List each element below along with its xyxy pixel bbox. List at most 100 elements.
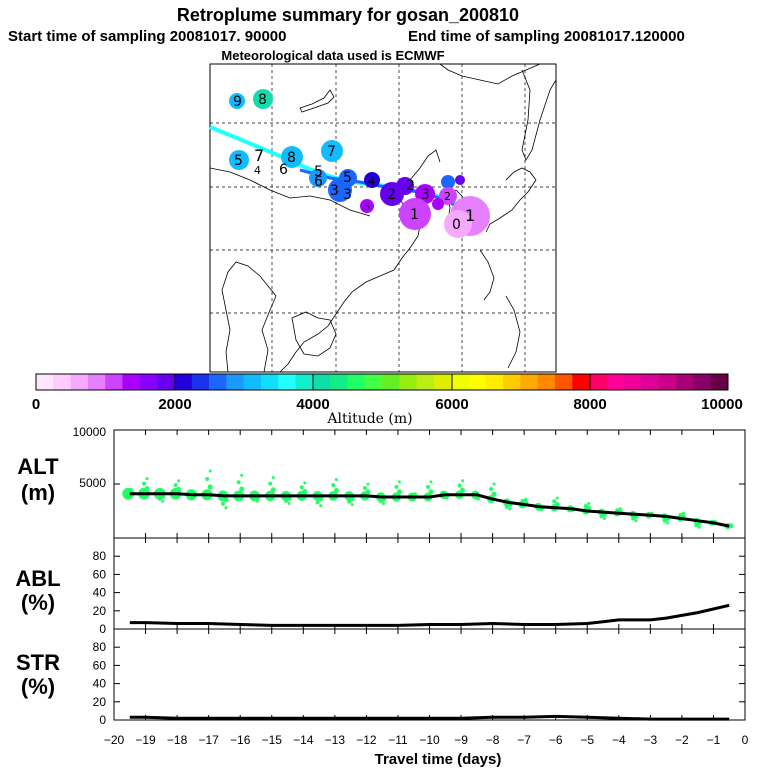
cluster-2c xyxy=(439,187,457,205)
colorbar-swatch xyxy=(468,374,487,390)
x-tick-label: −19 xyxy=(135,733,156,747)
alt-particle-point xyxy=(492,482,496,486)
alt-particle-point xyxy=(429,480,433,484)
alt-particle-point xyxy=(520,498,525,503)
abl-ytick-label: 0 xyxy=(99,622,106,636)
alt-particle-point xyxy=(618,507,622,511)
cluster-8a xyxy=(253,89,273,109)
str-ytick-label: 0 xyxy=(99,713,106,727)
colorbar-tick: 2000 xyxy=(158,396,191,413)
alt-particle-point xyxy=(457,483,462,488)
alt-particle-point xyxy=(220,501,225,506)
str-ylabel-line1: STR xyxy=(16,650,60,675)
colorbar-swatch xyxy=(555,374,573,390)
start-time-label: Start time of sampling 20081017. 90000 xyxy=(8,28,286,45)
cluster-4a xyxy=(364,172,380,188)
str-ytick-label: 40 xyxy=(93,677,107,691)
map-label: 5 xyxy=(364,202,370,213)
alt-particle-point xyxy=(413,492,417,496)
alt-particle-point xyxy=(157,496,162,501)
alt-particle-point xyxy=(524,497,528,501)
alt-particle-point xyxy=(270,487,276,493)
abl-panel: ABL (%) 0 20 40 60 80 xyxy=(15,537,746,636)
alt-particle-point xyxy=(678,512,683,517)
colorbar-swatch xyxy=(364,374,383,390)
colorbar-swatch xyxy=(53,374,71,390)
x-tick-label: −18 xyxy=(167,733,188,747)
colorbar-swatch xyxy=(243,374,262,390)
cluster-4b xyxy=(441,175,455,189)
alt-particle-point xyxy=(729,523,733,527)
alt-particle-point xyxy=(378,499,383,504)
colorbar-swatch xyxy=(139,374,158,390)
alt-particle-point xyxy=(681,511,685,515)
alt-particle-point xyxy=(349,496,355,502)
map-label: 1 xyxy=(410,207,419,223)
colorbar-tick: 10000 xyxy=(701,396,743,413)
str-frame xyxy=(113,628,746,721)
colorbar-swatch xyxy=(485,374,504,390)
cluster-7a xyxy=(321,140,343,162)
abl-line xyxy=(129,603,730,627)
colorbar-swatch xyxy=(433,374,452,390)
str-ytick-label: 60 xyxy=(93,658,107,672)
alt-particle-point xyxy=(255,499,259,503)
cluster-labels: 9 8 7 5 7 8 4 6 5 6 5 3 3 4 2 2 5 3 1 0 … xyxy=(233,92,475,233)
colorbar-swatch xyxy=(191,374,210,390)
map-label: 3 xyxy=(421,187,430,203)
x-axis-ticks: −20 −19 −18 −17 −16 −15 −14 −13 −12 −11 −10 −9 −8 −7−… xyxy=(104,733,749,747)
cluster-5b xyxy=(339,169,357,187)
alt-particle-point xyxy=(476,497,480,501)
alt-particle-point xyxy=(473,495,478,500)
colorbar-swatch xyxy=(606,374,625,390)
cluster-5a xyxy=(229,150,249,170)
colorbar-swatch xyxy=(209,374,227,390)
colorbar-swatch xyxy=(658,374,677,390)
alt-particle-point xyxy=(631,516,636,521)
x-tick-label: −20 xyxy=(104,733,125,747)
map-label: 5 xyxy=(234,153,243,169)
map-label: 7 xyxy=(327,144,336,160)
colorbar-swatch xyxy=(399,374,417,390)
colorbar-tick: 6000 xyxy=(435,396,468,413)
colorbar-swatch xyxy=(157,374,175,390)
plume-clusters xyxy=(229,89,490,238)
map-label: 0 xyxy=(452,217,461,233)
meteorological-data-label: Meteorological data used is ECMWF xyxy=(221,48,444,63)
map-grid xyxy=(210,64,556,372)
alt-particle-point xyxy=(552,499,557,504)
colorbar-swatch xyxy=(676,374,694,390)
alt-ylabel-line1: ALT xyxy=(17,454,59,479)
alt-particle-point xyxy=(428,489,434,495)
x-tick-label: −12 xyxy=(356,733,377,747)
map-label: 4 xyxy=(368,175,375,188)
cluster-6a xyxy=(309,169,327,187)
x-tick-label: −8 xyxy=(486,733,500,747)
x-tick-label: −10 xyxy=(419,733,440,747)
alt-particle-point xyxy=(365,489,371,495)
alt-particle-point xyxy=(583,503,588,508)
map-label: 3 xyxy=(330,183,339,199)
map-label: 6 xyxy=(314,174,323,190)
colorbar-swatch xyxy=(122,374,141,390)
alt-particle-point xyxy=(697,525,701,529)
abl-ytick-label: 80 xyxy=(93,549,107,563)
alt-particle-point xyxy=(142,481,147,486)
colorbar-frame xyxy=(35,373,729,391)
cluster-0 xyxy=(444,210,472,238)
cluster-3c xyxy=(432,198,444,210)
x-tick-label: −14 xyxy=(293,733,314,747)
alt-particle-point xyxy=(284,498,289,503)
colorbar-swatch xyxy=(105,374,123,390)
abl-frame xyxy=(113,537,746,630)
colorbar-swatch xyxy=(710,374,729,390)
map-label: 6 xyxy=(279,162,288,178)
alt-particle-point xyxy=(334,478,338,482)
alt-particle-point xyxy=(208,469,212,473)
x-tick-label: −11 xyxy=(388,733,408,747)
alt-particle-point xyxy=(587,501,591,505)
alt-particle-point xyxy=(362,485,367,490)
alt-ytick-5000: 5000 xyxy=(79,476,106,490)
colorbar-swatch xyxy=(693,374,711,390)
alt-particle-point xyxy=(331,483,336,488)
